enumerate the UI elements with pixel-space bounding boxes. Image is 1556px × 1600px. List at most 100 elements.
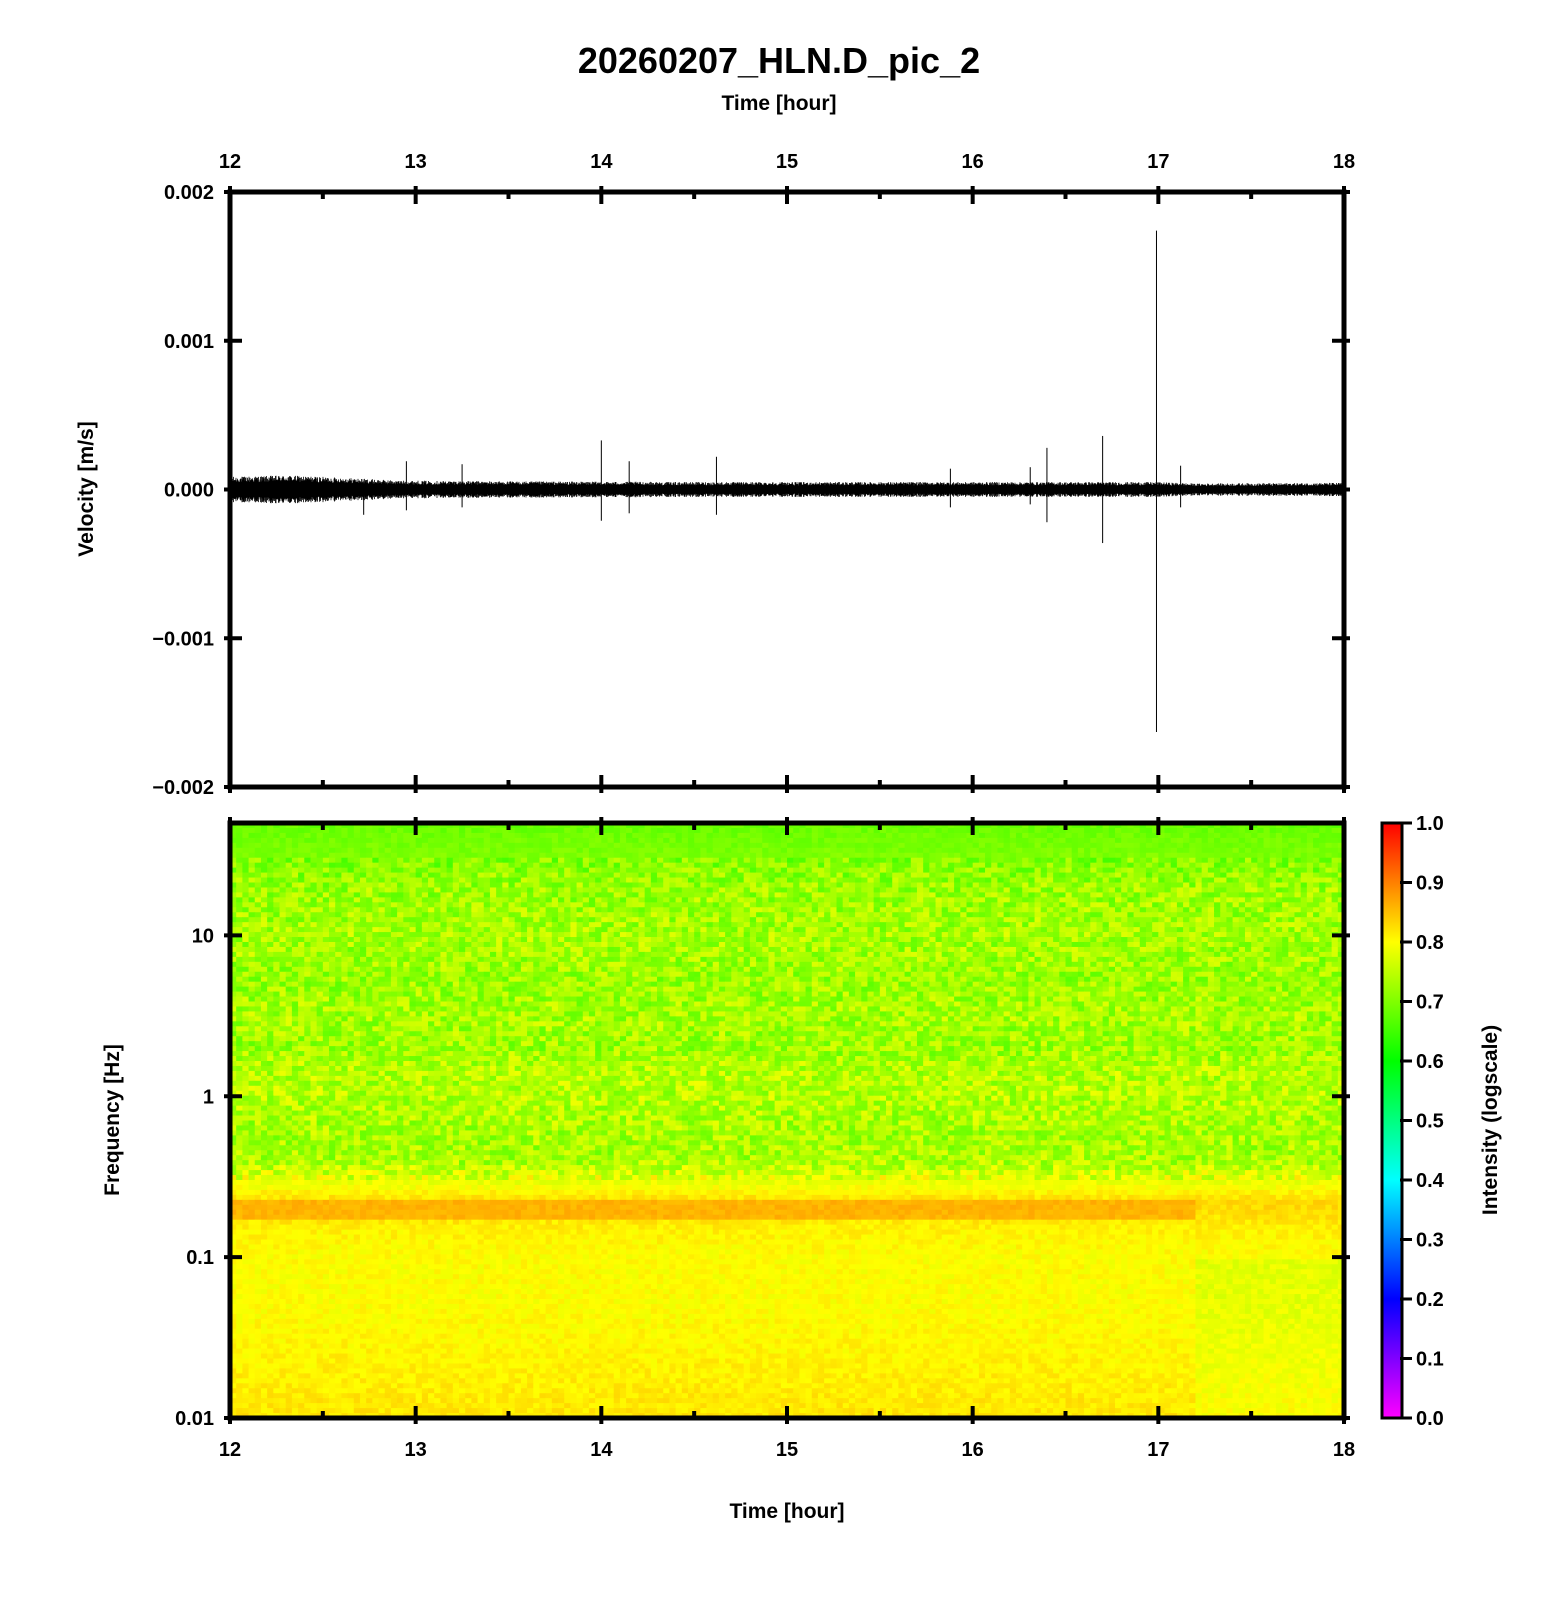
heatmap-cell bbox=[638, 912, 645, 918]
heatmap-cell bbox=[1270, 887, 1277, 893]
heatmap-cell bbox=[626, 892, 633, 898]
heatmap-cell bbox=[1047, 853, 1054, 859]
heatmap-cell bbox=[973, 912, 980, 918]
heatmap-cell bbox=[867, 952, 874, 958]
heatmap-cell bbox=[1165, 947, 1172, 953]
heatmap-cell bbox=[366, 883, 373, 889]
heatmap-cell bbox=[830, 873, 837, 879]
heatmap-cell bbox=[768, 838, 775, 844]
heatmap-cell bbox=[880, 868, 887, 874]
heatmap-cell bbox=[1189, 937, 1196, 943]
heatmap-cell bbox=[880, 907, 887, 913]
heatmap-cell bbox=[713, 942, 720, 948]
heatmap-cell bbox=[830, 912, 837, 918]
heatmap-cell bbox=[1090, 942, 1097, 948]
heatmap-cell bbox=[1251, 907, 1258, 913]
heatmap-cell bbox=[1301, 912, 1308, 918]
heatmap-cell bbox=[744, 848, 751, 854]
heatmap-cell bbox=[936, 887, 943, 893]
heatmap-cell bbox=[936, 828, 943, 834]
heatmap-cell bbox=[292, 947, 299, 953]
heatmap-cell bbox=[923, 937, 930, 943]
heatmap-cell bbox=[929, 873, 936, 879]
heatmap-cell bbox=[428, 833, 435, 839]
heatmap-cell bbox=[286, 868, 293, 874]
heatmap-cell bbox=[1121, 863, 1128, 869]
heatmap-cell bbox=[923, 833, 930, 839]
heatmap-cell bbox=[286, 937, 293, 943]
heatmap-cell bbox=[676, 873, 683, 879]
heatmap-cell bbox=[874, 843, 881, 849]
heatmap-cell bbox=[725, 902, 732, 908]
heatmap-cell bbox=[533, 942, 540, 948]
heatmap-cell bbox=[960, 927, 967, 933]
heatmap-cell bbox=[440, 878, 447, 884]
heatmap-cell bbox=[1208, 848, 1215, 854]
heatmap-cell bbox=[490, 922, 497, 928]
heatmap-cell bbox=[960, 838, 967, 844]
heatmap-cell bbox=[546, 828, 553, 834]
heatmap-cell bbox=[539, 957, 546, 963]
heatmap-cell bbox=[997, 952, 1004, 958]
heatmap-cell bbox=[1140, 883, 1147, 889]
heatmap-cell bbox=[255, 878, 262, 884]
heatmap-cell bbox=[793, 922, 800, 928]
heatmap-cell bbox=[527, 853, 534, 859]
heatmap-cell bbox=[688, 873, 695, 879]
heatmap-cell bbox=[1264, 902, 1271, 908]
heatmap-cell bbox=[385, 907, 392, 913]
heatmap-cell bbox=[1165, 883, 1172, 889]
heatmap-cell bbox=[335, 927, 342, 933]
heatmap-cell bbox=[509, 887, 516, 893]
heatmap-cell bbox=[1313, 887, 1320, 893]
heatmap-cell bbox=[861, 858, 868, 864]
heatmap-cell bbox=[379, 932, 386, 938]
heatmap-cell bbox=[614, 838, 621, 844]
heatmap-cell bbox=[1245, 952, 1252, 958]
heatmap-cell bbox=[366, 957, 373, 963]
heatmap-cell bbox=[1195, 937, 1202, 943]
heatmap-cell bbox=[1059, 912, 1066, 918]
heatmap-cell bbox=[385, 952, 392, 958]
heatmap-cell bbox=[744, 833, 751, 839]
heatmap-cell bbox=[744, 863, 751, 869]
heatmap-cell bbox=[465, 932, 472, 938]
heatmap-cell bbox=[583, 848, 590, 854]
heatmap-cell bbox=[323, 883, 330, 889]
heatmap-cell bbox=[502, 927, 509, 933]
heatmap-cell bbox=[1214, 833, 1221, 839]
heatmap-cell bbox=[781, 947, 788, 953]
heatmap-cell bbox=[465, 873, 472, 879]
heatmap-cell bbox=[731, 833, 738, 839]
heatmap-cell bbox=[1257, 917, 1264, 923]
heatmap-cell bbox=[1035, 843, 1042, 849]
heatmap-cell bbox=[1115, 952, 1122, 958]
heatmap-cell bbox=[1158, 932, 1165, 938]
heatmap-cell bbox=[651, 828, 658, 834]
heatmap-cell bbox=[317, 873, 324, 879]
heatmap-cell bbox=[422, 942, 429, 948]
heatmap-cell bbox=[496, 878, 503, 884]
heatmap-cell bbox=[403, 843, 410, 849]
heatmap-cell bbox=[985, 883, 992, 889]
heatmap-cell bbox=[1313, 883, 1320, 889]
heatmap-cell bbox=[471, 887, 478, 893]
heatmap-cell bbox=[874, 858, 881, 864]
heatmap-cell bbox=[1226, 868, 1233, 874]
heatmap-cell bbox=[818, 868, 825, 874]
heatmap-cell bbox=[651, 878, 658, 884]
heatmap-cell bbox=[1010, 927, 1017, 933]
heatmap-cell bbox=[898, 868, 905, 874]
heatmap-cell bbox=[1202, 942, 1209, 948]
heatmap-cell bbox=[1140, 952, 1147, 958]
heatmap-cell bbox=[527, 932, 534, 938]
heatmap-cell bbox=[812, 848, 819, 854]
heatmap-cell bbox=[1041, 833, 1048, 839]
heatmap-cell bbox=[756, 833, 763, 839]
heatmap-cell bbox=[298, 892, 305, 898]
heatmap-cell bbox=[867, 892, 874, 898]
heatmap-cell bbox=[447, 858, 454, 864]
heatmap-cell bbox=[608, 957, 615, 963]
heatmap-cell bbox=[1059, 883, 1066, 889]
heatmap-cell bbox=[1189, 942, 1196, 948]
